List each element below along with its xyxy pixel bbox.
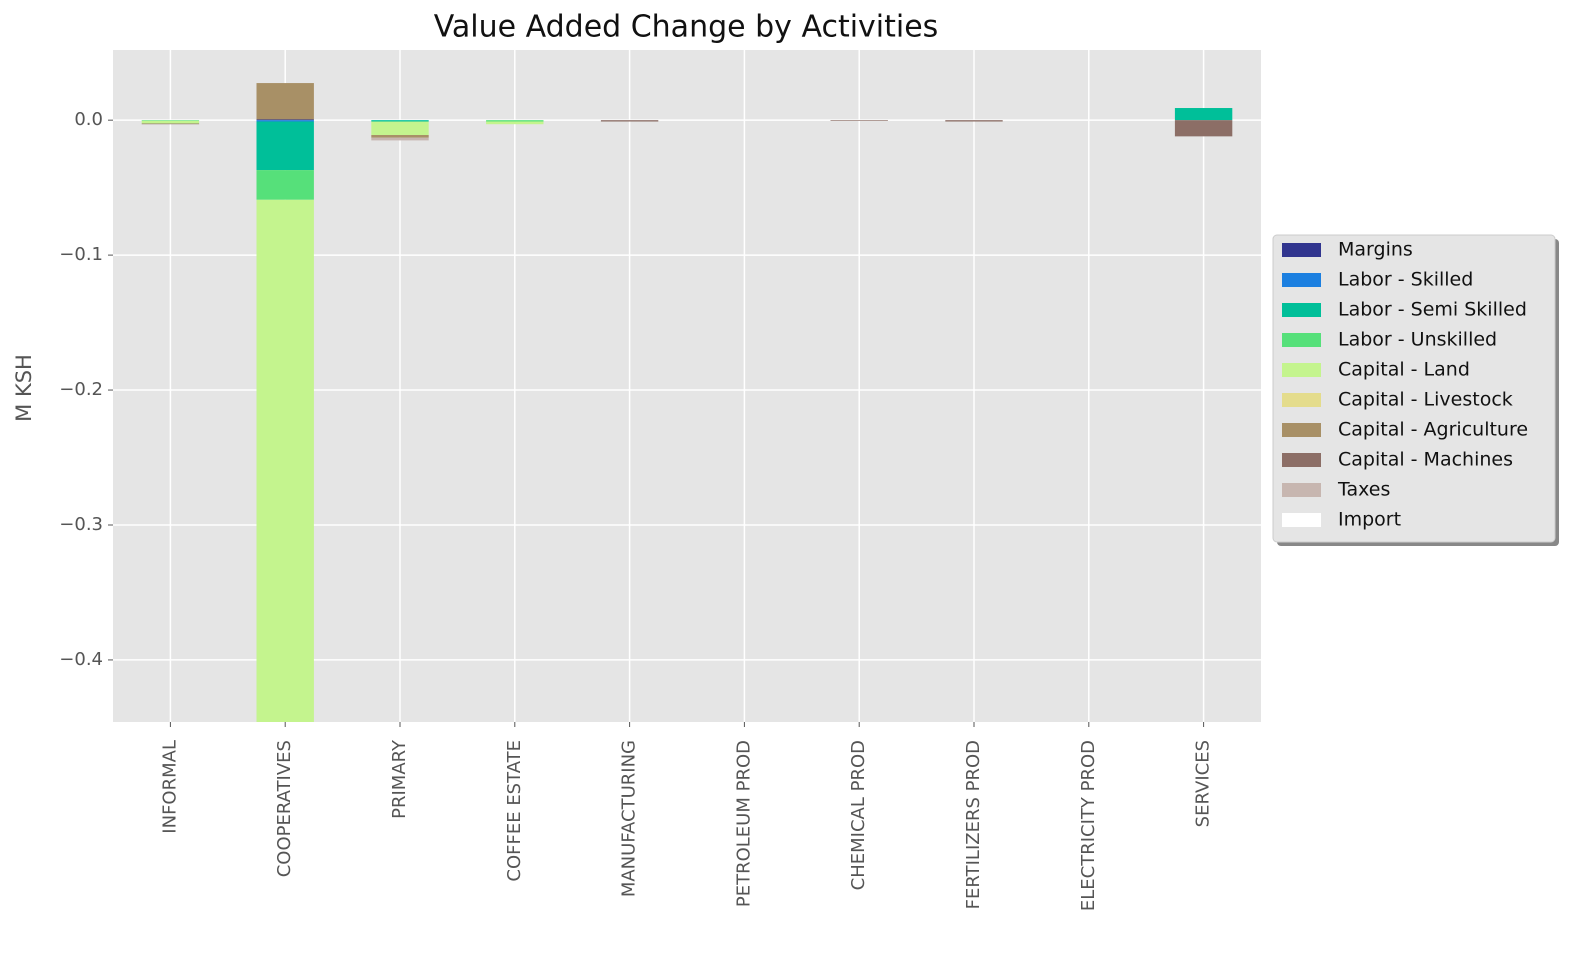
legend-label: Labor - Semi Skilled	[1338, 299, 1527, 321]
x-tick-label: CHEMICAL PROD	[848, 740, 869, 890]
bar-segment	[371, 137, 429, 141]
bar-segment	[1174, 108, 1233, 121]
bar-segment	[256, 83, 314, 120]
x-tick-label: MANUFACTURING	[619, 740, 640, 897]
bar-segment	[256, 170, 314, 200]
legend-swatch	[1282, 513, 1321, 527]
legend-label: Margins	[1338, 239, 1413, 261]
legend-swatch	[1282, 273, 1321, 287]
bar-segment	[1174, 120, 1233, 137]
bar-segment	[256, 119, 314, 121]
x-tick-label: INFORMAL	[159, 740, 180, 834]
bar-segment	[141, 120, 200, 121]
legend-label: Labor - Skilled	[1338, 269, 1473, 291]
bar-segment	[256, 199, 314, 722]
bar-segment	[371, 135, 429, 138]
axes: −0.4 −0.3 −0.2 −0.1 0.0 INFORMAL COOPERATIVES P…	[59, 109, 1213, 911]
x-tick-label: PRIMARY	[389, 739, 410, 819]
x-tick-label: FERTILIZERS PROD	[963, 740, 984, 909]
legend-swatch	[1282, 303, 1321, 317]
bar-segment	[600, 120, 659, 122]
bar-segment	[371, 121, 429, 136]
bar-segment	[371, 120, 429, 122]
legend-box	[1272, 234, 1556, 543]
legend-swatch	[1282, 423, 1321, 437]
bar-segment	[256, 121, 314, 171]
legend-swatch	[1282, 453, 1321, 467]
x-tick-label: PETROLEUM PROD	[733, 740, 754, 907]
x-tick-label: ELECTRICITY PROD	[1078, 740, 1099, 911]
legend-swatch	[1282, 363, 1321, 377]
legend-label: Capital - Machines	[1338, 449, 1513, 471]
legend-swatch	[1282, 483, 1321, 497]
legend-swatch	[1282, 333, 1321, 347]
y-tick-label: −0.3	[59, 514, 103, 535]
bar-segment	[141, 120, 200, 124]
y-tick-label: −0.1	[59, 244, 103, 265]
legend-label: Taxes	[1337, 479, 1390, 501]
legend-label: Import	[1338, 509, 1401, 531]
bar-segment	[486, 121, 544, 125]
chart-title: Value Added Change by Activities	[434, 10, 939, 45]
legend-label: Capital - Livestock	[1338, 389, 1513, 411]
x-tick-label: COFFEE ESTATE	[504, 740, 525, 882]
bar-segment	[256, 120, 314, 122]
legend-swatch	[1282, 243, 1321, 257]
legend-label: Capital - Agriculture	[1338, 419, 1528, 441]
x-tick-label: SERVICES	[1193, 740, 1214, 827]
y-axis-label: M KSH	[12, 354, 36, 422]
legend-label: Capital - Land	[1338, 359, 1470, 381]
x-tick-label: COOPERATIVES	[274, 740, 295, 877]
legend-label: Labor - Unskilled	[1338, 329, 1497, 351]
bar-segment	[945, 120, 1003, 122]
bar-segment	[141, 123, 200, 125]
bars	[141, 83, 1233, 722]
bar-segment	[486, 120, 544, 122]
legend: Margins Labor - Skilled Labor - Semi Skill…	[1272, 234, 1559, 546]
y-tick-label: 0.0	[74, 109, 103, 130]
y-tick-label: −0.2	[59, 379, 103, 400]
legend-swatch	[1282, 393, 1321, 407]
bar-segment	[830, 120, 888, 121]
y-tick-label: −0.4	[59, 649, 103, 670]
